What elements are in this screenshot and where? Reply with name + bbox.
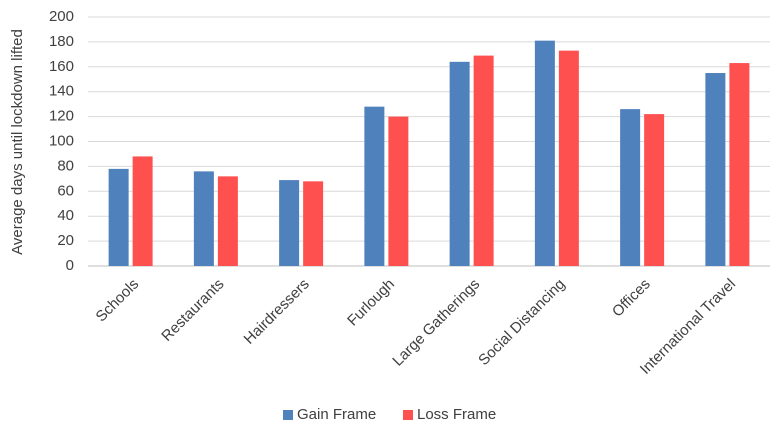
y-tick-label: 60 xyxy=(57,182,74,199)
x-tick-label: Furlough xyxy=(344,276,398,330)
bar xyxy=(217,176,238,266)
y-tick-label: 40 xyxy=(57,207,74,224)
legend-label: Loss Frame xyxy=(417,406,496,423)
legend-swatch xyxy=(403,410,413,420)
bar xyxy=(279,180,300,266)
bar xyxy=(644,114,665,266)
bar xyxy=(388,116,409,266)
bar xyxy=(534,40,555,266)
y-tick-label: 160 xyxy=(49,58,74,75)
y-tick-label: 120 xyxy=(49,108,74,125)
legend-swatch xyxy=(283,410,293,420)
y-tick-label: 100 xyxy=(49,132,74,149)
bar xyxy=(558,50,579,266)
y-tick-label: 20 xyxy=(57,232,74,249)
y-tick-label: 180 xyxy=(49,33,74,50)
bar xyxy=(193,171,214,266)
x-tick-label: Offices xyxy=(609,276,654,321)
x-tick-label: Schools xyxy=(92,276,142,326)
bar xyxy=(364,106,385,266)
y-tick-label: 140 xyxy=(49,83,74,100)
y-tick-label: 80 xyxy=(57,157,74,174)
bar xyxy=(132,156,153,266)
x-tick-label: Restaurants xyxy=(158,276,227,345)
bar xyxy=(449,61,470,266)
bar xyxy=(108,168,129,266)
bar xyxy=(620,109,641,266)
x-tick-label: Hairdressers xyxy=(241,276,313,348)
bar xyxy=(473,55,494,266)
y-axis-label: Average days until lockdown lifted xyxy=(9,29,26,255)
bar xyxy=(705,73,726,267)
x-tick-label: International Travel xyxy=(637,276,739,378)
x-tick-label: Social Distancing xyxy=(475,276,568,369)
y-tick-label: 0 xyxy=(66,257,74,274)
x-tick-label: Large Gatherings xyxy=(389,276,483,370)
y-tick-label: 200 xyxy=(49,8,74,25)
bar xyxy=(303,181,324,266)
legend-label: Gain Frame xyxy=(297,406,376,423)
bar xyxy=(729,63,750,266)
